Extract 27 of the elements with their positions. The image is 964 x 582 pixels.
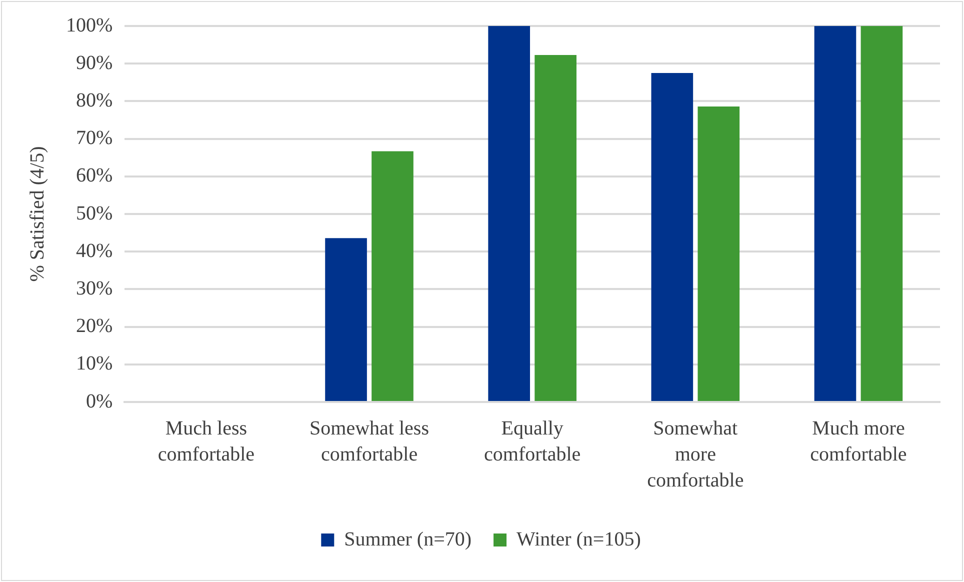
- bar: [325, 238, 367, 401]
- bar: [488, 26, 530, 401]
- y-axis-title: % Satisfied (4/5): [26, 146, 48, 282]
- x-tick-label: Much less comfortable: [158, 417, 255, 466]
- y-tick-label: 90%: [76, 52, 113, 74]
- y-tick-label: 50%: [76, 202, 113, 224]
- y-tick-label: 70%: [76, 127, 113, 150]
- y-tick-label: 100%: [66, 14, 113, 36]
- bar: [860, 26, 903, 401]
- bar: [651, 73, 694, 401]
- bar: [814, 26, 856, 401]
- x-tick-label: Equally comfortable: [484, 417, 581, 466]
- x-tick-label: Somewhat less comfortable: [310, 417, 430, 466]
- legend-label: Summer (n=70): [344, 528, 472, 550]
- y-tick-label: 60%: [76, 164, 113, 187]
- y-tick-label: 40%: [76, 240, 113, 262]
- legend-label: Winter (n=105): [516, 528, 641, 550]
- y-tick-label: 20%: [76, 315, 113, 338]
- x-tick-label: Much more comfortable: [810, 417, 907, 466]
- bar: [372, 151, 414, 401]
- y-tick-label: 0%: [86, 390, 113, 412]
- y-tick-label: 10%: [76, 352, 113, 375]
- x-tick-label: Somewhat more comfortable: [647, 417, 744, 492]
- y-tick-label: 30%: [76, 277, 113, 300]
- y-tick-label: 80%: [76, 89, 113, 112]
- bar: [534, 54, 576, 401]
- bar: [698, 106, 740, 401]
